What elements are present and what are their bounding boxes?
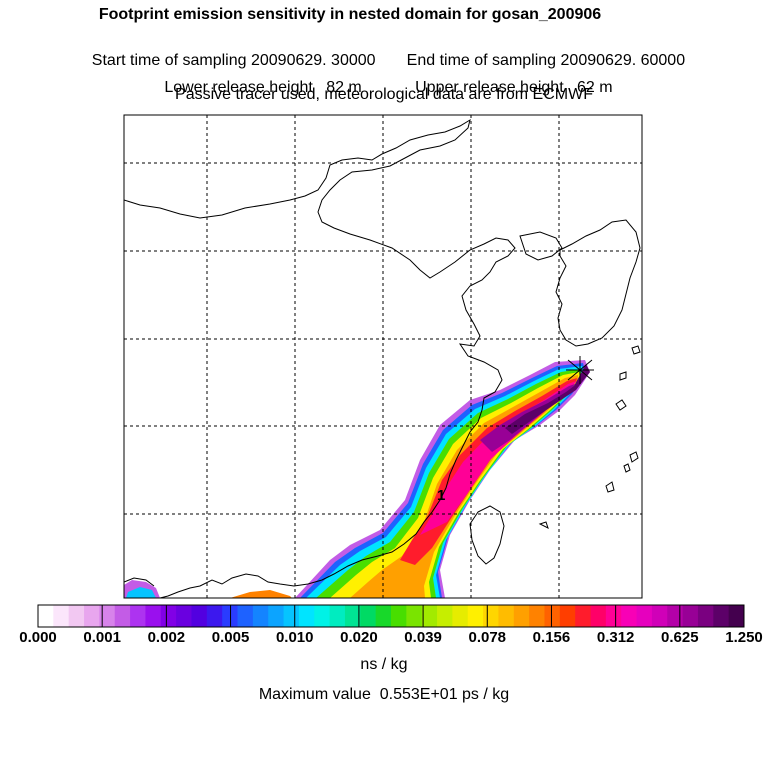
colorbar-tick-label: 0.156 — [532, 629, 571, 646]
colorbar-swatch — [667, 605, 684, 627]
maximum-value-number: 0.553E+01 ps / kg — [379, 686, 510, 703]
colorbar-swatch — [636, 605, 653, 627]
end-time-label: End time of sampling 20090629. 60000 — [406, 52, 686, 69]
plume-sw-blob2 — [230, 590, 292, 598]
colorbar-swatch — [682, 605, 699, 627]
colorbar-swatch — [728, 605, 745, 627]
colorbar-swatch — [498, 605, 515, 627]
colorbar-tick-label: 0.020 — [340, 629, 378, 646]
colorbar-swatch — [99, 605, 116, 627]
colorbar-tick-label: 0.005 — [211, 629, 250, 646]
colorbar-swatch — [314, 605, 331, 627]
colorbar-swatch — [452, 605, 469, 627]
start-time-label: Start time of sampling 20090629. 30000 — [91, 52, 376, 69]
colorbar-swatch — [375, 605, 392, 627]
colorbar-swatch — [206, 605, 223, 627]
sampling-times: Start time of sampling 20090629. 30000 E… — [0, 34, 768, 70]
release-heights: Lower release height 82 m Upper release … — [0, 61, 768, 97]
colorbar-swatch — [559, 605, 576, 627]
colorbar-swatch — [252, 605, 269, 627]
plume-core — [505, 364, 590, 434]
colorbar-swatch — [344, 605, 361, 627]
tracer-note: Passive tracer used, meteorological data… — [175, 86, 593, 103]
plot-title: Footprint emission sensitivity in nested… — [98, 6, 602, 23]
colorbar-swatch — [176, 605, 192, 627]
colorbar-swatch — [298, 605, 315, 627]
colorbar-swatch — [283, 605, 300, 627]
maximum-value-label: Maximum value — [258, 686, 371, 703]
coastline-southeast — [124, 521, 549, 587]
release-site-marker — [566, 356, 594, 384]
colorbar-swatch — [145, 605, 162, 627]
colorbar-tick-label: 0.312 — [596, 629, 635, 646]
colorbar-swatch — [406, 605, 423, 627]
colorbar-swatch — [68, 605, 85, 627]
coastlines — [124, 118, 641, 598]
colorbar-tick-label: 0.078 — [468, 629, 507, 646]
colorbar-swatch — [421, 605, 438, 627]
colorbar — [37, 604, 745, 628]
site-number-label: 1 — [437, 487, 445, 504]
plume-layer — [124, 360, 590, 598]
colorbar-swatch — [697, 605, 714, 627]
colorbar-tick-label: 0.039 — [404, 629, 442, 646]
coastline-korea — [555, 219, 641, 347]
colorbar-tick-lines — [37, 605, 745, 627]
colorbar-swatch — [575, 605, 592, 627]
colorbar-swatch — [437, 605, 453, 627]
colorbar-swatch — [360, 605, 377, 627]
coastline-north — [124, 118, 516, 598]
colorbar-swatch — [467, 605, 484, 627]
colorbar-swatch — [621, 605, 638, 627]
colorbar-swatch — [53, 605, 70, 627]
colorbar-tick-label: 0.000 — [19, 629, 57, 646]
colorbar-swatch — [84, 605, 100, 627]
colorbar-swatch — [544, 605, 561, 627]
upper-release-label: Upper release height 62 m — [415, 79, 613, 96]
colorbar-tick-label: 0.625 — [661, 629, 699, 646]
coastline-taiwan — [469, 505, 505, 565]
colorbar-swatch — [130, 605, 146, 627]
plume-sw-blob-inner — [126, 587, 156, 598]
graticule — [124, 115, 642, 598]
colorbar-tick-label: 0.001 — [83, 629, 121, 646]
colorbar-swatch — [605, 605, 622, 627]
colorbar-swatch — [237, 605, 254, 627]
map-frame — [123, 114, 643, 599]
colorbar-swatch — [713, 605, 730, 627]
colorbar-swatch — [160, 605, 177, 627]
colorbar-swatch — [268, 605, 285, 627]
colorbar-swatch — [651, 605, 668, 627]
coastline-japan-islands — [605, 345, 641, 493]
colorbar-tick-label: 0.002 — [147, 629, 186, 646]
colorbar-swatch — [329, 605, 346, 627]
colorbar-swatch — [191, 605, 208, 627]
plume-magenta — [420, 381, 576, 535]
lower-release-label: Lower release height 82 m — [164, 79, 362, 96]
colorbar-swatch — [38, 605, 54, 627]
colorbar-tick-label: 0.010 — [275, 629, 314, 646]
colorbar-swatch — [513, 605, 530, 627]
colorbar-swatch — [483, 605, 499, 627]
coastline-korea-north — [519, 231, 563, 261]
maximum-value: Maximum value 0.553E+01 ps / kg — [0, 686, 768, 704]
colorbar-swatch — [391, 605, 407, 627]
colorbar-tick-label: 1.250 — [725, 629, 763, 646]
colorbar-swatch — [114, 605, 131, 627]
colorbar-swatch — [529, 605, 545, 627]
colorbar-units: ns / kg — [360, 656, 408, 673]
colorbar-swatch — [590, 605, 607, 627]
